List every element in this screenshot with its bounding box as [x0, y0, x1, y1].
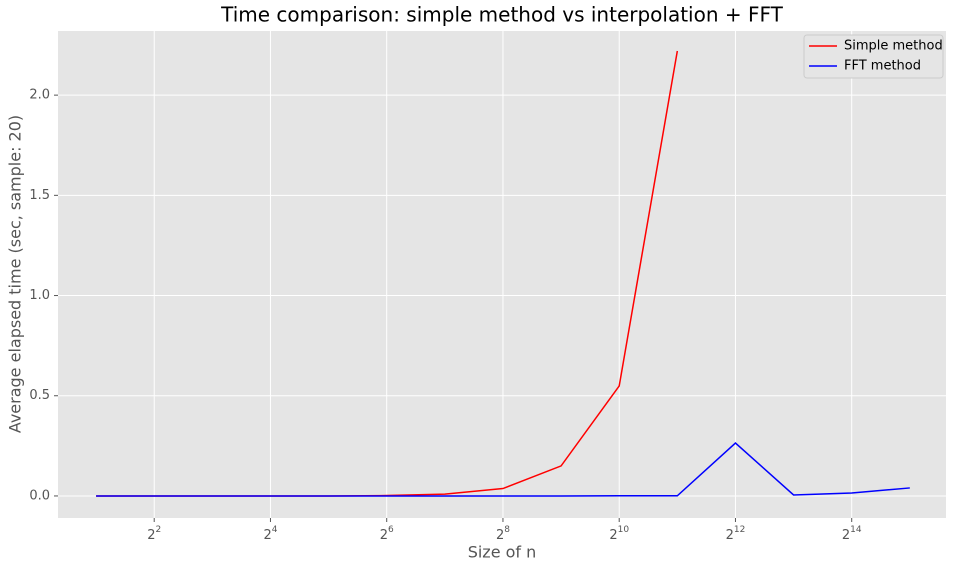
tick-exponent: 6 [388, 525, 394, 535]
tick-base: 2 [263, 528, 271, 543]
legend-label: FFT method [844, 59, 921, 74]
tick-exponent: 4 [272, 525, 278, 535]
tick-exponent: 12 [734, 525, 745, 535]
legend-box [803, 34, 944, 79]
tick-base: 2 [726, 528, 734, 543]
series-line [96, 442, 910, 497]
tick-exponent: 10 [618, 525, 630, 535]
x-tick-label: 210 [609, 525, 629, 543]
tick-exponent: 14 [850, 525, 862, 535]
tick-base: 2 [496, 528, 504, 543]
tick-base: 2 [609, 528, 617, 543]
x-tick-label: 214 [842, 525, 862, 543]
legend-label: Simple method [844, 39, 943, 54]
y-tick-label: 2.0 [29, 88, 50, 103]
y-tick-label: 1.5 [29, 188, 50, 203]
x-tick-label: 24 [263, 525, 277, 543]
y-tick-label: 1.0 [29, 288, 50, 303]
chart-title: Time comparison: simple method vs interp… [220, 3, 784, 27]
x-axis-label: Size of n [468, 543, 537, 562]
y-axis-label: Average elapsed time (sec, sample: 20) [6, 115, 25, 433]
x-tick-label: 22 [147, 525, 161, 543]
tick-base: 2 [842, 528, 850, 543]
x-tick-label: 28 [496, 525, 510, 543]
tick-exponent: 2 [155, 525, 161, 535]
x-tick-label: 26 [380, 525, 394, 543]
tick-base: 2 [380, 528, 388, 543]
plot-area [58, 31, 946, 518]
tick-base: 2 [147, 528, 155, 543]
tick-exponent: 8 [504, 525, 510, 535]
x-tick-label: 212 [726, 525, 746, 543]
y-tick-label: 0.0 [29, 488, 50, 503]
y-tick-label: 0.5 [29, 388, 50, 403]
